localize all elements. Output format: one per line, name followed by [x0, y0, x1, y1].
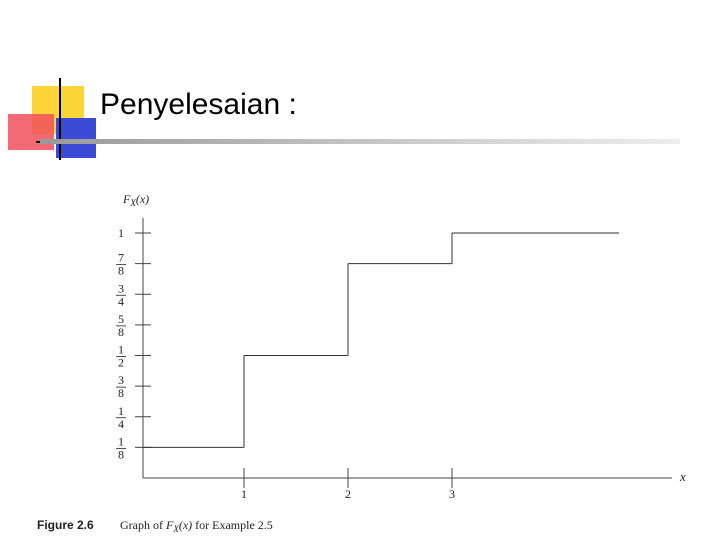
y-tick-label-denominator: 4: [118, 417, 124, 431]
y-tick-label: 1: [118, 226, 124, 240]
y-tick-label-numerator: 3: [118, 281, 124, 295]
y-tick-label-numerator: 1: [118, 434, 124, 448]
x-tick-label: 1: [241, 487, 247, 501]
y-tick-label-denominator: 8: [118, 264, 124, 278]
y-tick-label-numerator: 7: [118, 251, 124, 265]
y-axis-label: FX(x): [122, 192, 149, 208]
y-tick-label-denominator: 8: [118, 447, 124, 461]
logo-blue-block: [56, 118, 96, 158]
y-tick-label-denominator: 8: [118, 325, 124, 339]
x-axis-label: x: [679, 469, 686, 484]
y-tick-label-numerator: 5: [118, 312, 124, 326]
x-tick-label: 3: [449, 487, 455, 501]
figure-caption-label: Figure 2.6: [37, 518, 94, 532]
y-tick-label-denominator: 8: [118, 386, 124, 400]
title-underline: [40, 139, 680, 144]
figure-caption-text: Graph of FX(x) for Example 2.5: [120, 518, 273, 534]
y-tick-label-numerator: 1: [118, 404, 124, 418]
y-tick-label-denominator: 4: [118, 294, 124, 308]
slide-title: Penyelesaian :: [100, 88, 297, 121]
y-tick-label-numerator: 1: [118, 343, 124, 357]
y-tick-label-numerator: 3: [118, 373, 124, 387]
x-tick-label: 2: [345, 487, 351, 501]
y-tick-label-denominator: 2: [118, 356, 124, 370]
